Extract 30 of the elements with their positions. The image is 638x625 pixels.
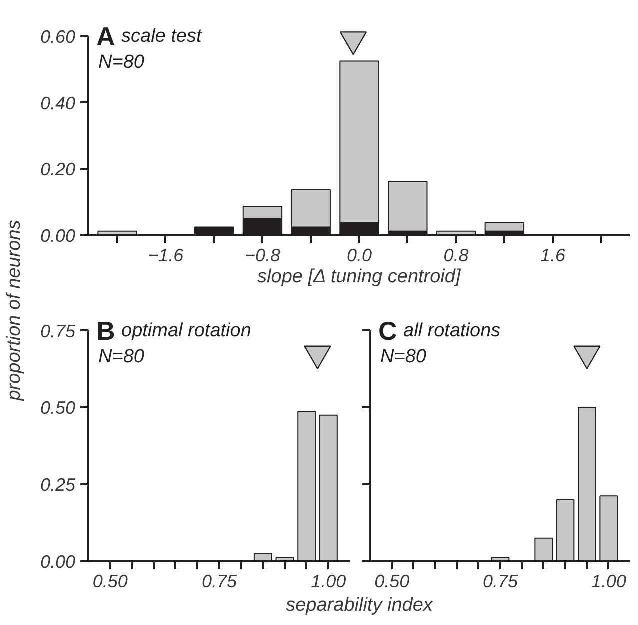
text: N=80 [98,346,145,368]
x-tick-label: 1.00 [311,572,346,592]
text: N=80 [380,346,427,368]
chart-title: B optimal rotation [96,316,252,346]
x-tick-label: −1.6 [148,246,185,266]
x-axis-title: slope [Δ tuning centroid] [258,266,462,288]
y-tick-label: 0.20 [40,160,76,180]
x-tick-label: 0.50 [374,572,410,592]
y-tick-label: 0.60 [40,26,76,47]
x-tick-label: 1.6 [540,246,567,266]
y-axis-title: proportion of neurons [4,220,25,402]
text: N=80 [98,52,145,73]
x-tick-label: 0.75 [482,572,520,592]
y-tick-label: 0.40 [40,93,76,114]
y-tick-label: 0.75 [40,321,76,342]
chart-title: C all rotations [378,316,502,346]
x-tick-label: −0.8 [244,246,280,266]
x-tick-label: 0.75 [202,572,238,592]
x-axis-title: separability index [286,595,434,616]
bar [388,181,428,232]
y-tick-label: 0.00 [40,226,76,246]
y-tick-label: 0.00 [40,552,76,572]
chart-title: A scale test [96,21,202,52]
x-tick-label: 0.50 [92,572,128,592]
x-tick-label: 0.0 [346,246,372,266]
y-tick-label: 0.50 [40,398,76,418]
bar [484,222,525,232]
x-tick-label: 0.8 [444,246,469,266]
x-tick-label: 1.00 [591,572,626,592]
y-tick-label: 0.25 [40,475,76,496]
